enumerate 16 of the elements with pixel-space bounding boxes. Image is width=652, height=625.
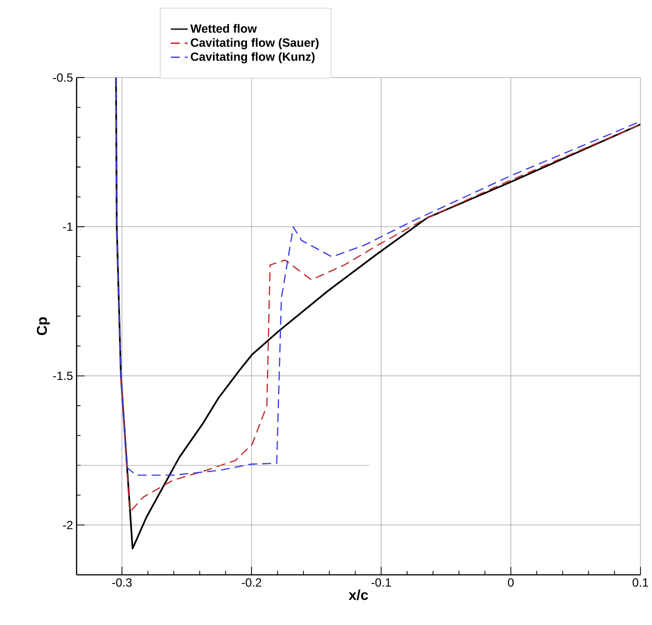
x-tick-label: 0	[508, 578, 514, 587]
legend-label: Wetted flow	[190, 24, 257, 34]
x-tick-label: -0.3	[112, 578, 132, 587]
y-tick-label: -2	[63, 521, 72, 530]
legend-label: Cavitating flow (Sauer)	[190, 38, 319, 50]
x-tick-label: 0.1	[632, 578, 648, 587]
x-tick-label: -0.1	[371, 578, 391, 587]
line-series	[120, 124, 640, 513]
legend-label: Cavitating flow (Kunz)	[190, 52, 315, 64]
y-tick-label: -0.5	[53, 74, 73, 82]
y-tick-label: -1	[63, 222, 72, 232]
y-axis-title: Cp	[36, 317, 50, 336]
line-series	[115, 78, 640, 550]
x-axis-title: x/c	[348, 590, 368, 600]
y-tick-label: -1.5	[53, 372, 73, 380]
x-tick-label: -0.2	[242, 578, 262, 587]
